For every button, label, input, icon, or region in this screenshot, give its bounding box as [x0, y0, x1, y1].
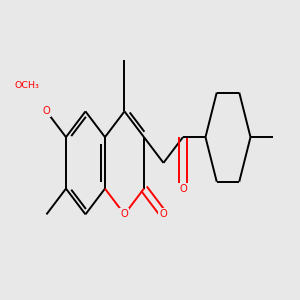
Text: O: O: [179, 184, 187, 194]
Text: OCH₃: OCH₃: [14, 81, 39, 90]
Text: O: O: [121, 209, 128, 219]
Text: O: O: [160, 209, 167, 219]
Text: O: O: [43, 106, 50, 116]
